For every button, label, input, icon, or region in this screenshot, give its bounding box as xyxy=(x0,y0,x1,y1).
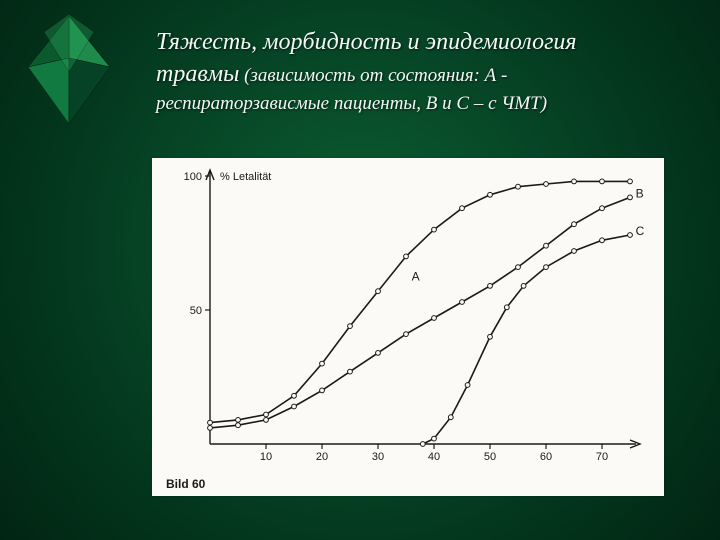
ornament-face xyxy=(28,58,69,124)
series-marker-B xyxy=(516,265,521,270)
series-label-A: A xyxy=(412,270,420,284)
ornament-face xyxy=(69,58,110,124)
series-marker-A xyxy=(572,179,577,184)
series-marker-B xyxy=(208,426,213,431)
series-marker-A xyxy=(600,179,605,184)
series-marker-B xyxy=(264,418,269,423)
series-line-A xyxy=(210,181,630,422)
series-marker-B xyxy=(320,388,325,393)
chart-caption: Bild 60 xyxy=(166,477,206,491)
series-marker-A xyxy=(488,192,493,197)
series-label-B: B xyxy=(636,186,644,200)
series-marker-C xyxy=(600,238,605,243)
series-marker-A xyxy=(376,289,381,294)
x-tick-label: 20 xyxy=(316,451,328,463)
series-marker-C xyxy=(488,334,493,339)
series-label-C: C xyxy=(636,224,645,238)
lethality-chart: % Letalität 50 100 10 20 30 40 50 60 70 A B C Bild 60 xyxy=(152,158,664,496)
series-marker-A xyxy=(320,361,325,366)
series-marker-C xyxy=(420,442,425,447)
title-line-2-strong: травмы xyxy=(156,61,239,87)
series-marker-B xyxy=(460,300,465,305)
series-marker-B xyxy=(236,423,241,428)
series-marker-B xyxy=(628,195,633,200)
series-marker-A xyxy=(432,227,437,232)
title-line-1: Тяжесть, морбидность и эпидемиология xyxy=(156,29,577,55)
series-marker-A xyxy=(348,324,353,329)
x-tick-label: 70 xyxy=(596,451,608,463)
series-marker-C xyxy=(544,265,549,270)
series-marker-B xyxy=(292,404,297,409)
series-line-C xyxy=(423,235,630,444)
series-marker-B xyxy=(348,369,353,374)
series-marker-A xyxy=(208,420,213,425)
y-tick-label: 50 xyxy=(190,305,202,317)
x-tick-label: 10 xyxy=(260,451,272,463)
x-tick-label: 60 xyxy=(540,451,552,463)
series-marker-C xyxy=(432,436,437,441)
series-marker-A xyxy=(544,182,549,187)
x-tick-label: 40 xyxy=(428,451,440,463)
series-marker-A xyxy=(264,412,269,417)
series-marker-B xyxy=(600,206,605,211)
series-marker-C xyxy=(448,415,453,420)
series-line-B xyxy=(210,197,630,428)
series-marker-B xyxy=(488,284,493,289)
series-marker-B xyxy=(544,243,549,248)
title-line-2-rest: (зависимость от состояния: А - xyxy=(239,65,507,86)
x-tick-label: 50 xyxy=(484,451,496,463)
slide-title: Тяжесть, морбидность и эпидемиология тра… xyxy=(156,26,680,116)
series-marker-B xyxy=(404,332,409,337)
y-tick-label: 100 xyxy=(184,171,202,183)
series-marker-B xyxy=(572,222,577,227)
series-marker-C xyxy=(572,249,577,254)
series-marker-A xyxy=(404,254,409,259)
series-marker-C xyxy=(504,305,509,310)
series-marker-C xyxy=(628,233,633,238)
series-marker-B xyxy=(376,351,381,356)
slide-root: Тяжесть, морбидность и эпидемиология тра… xyxy=(0,0,720,540)
y-axis-label: % Letalität xyxy=(220,171,271,183)
corner-ornament xyxy=(14,12,124,132)
series-marker-C xyxy=(521,284,526,289)
title-line-3: респираторзависмые пациенты, В и С – с Ч… xyxy=(156,93,547,114)
series-marker-A xyxy=(460,206,465,211)
series-marker-A xyxy=(236,418,241,423)
series-marker-C xyxy=(465,383,470,388)
series-marker-A xyxy=(292,393,297,398)
series-marker-A xyxy=(628,179,633,184)
chart-container: % Letalität 50 100 10 20 30 40 50 60 70 A B C Bild 60 xyxy=(152,158,664,496)
series-marker-B xyxy=(432,316,437,321)
x-tick-label: 30 xyxy=(372,451,384,463)
series-marker-A xyxy=(516,184,521,189)
